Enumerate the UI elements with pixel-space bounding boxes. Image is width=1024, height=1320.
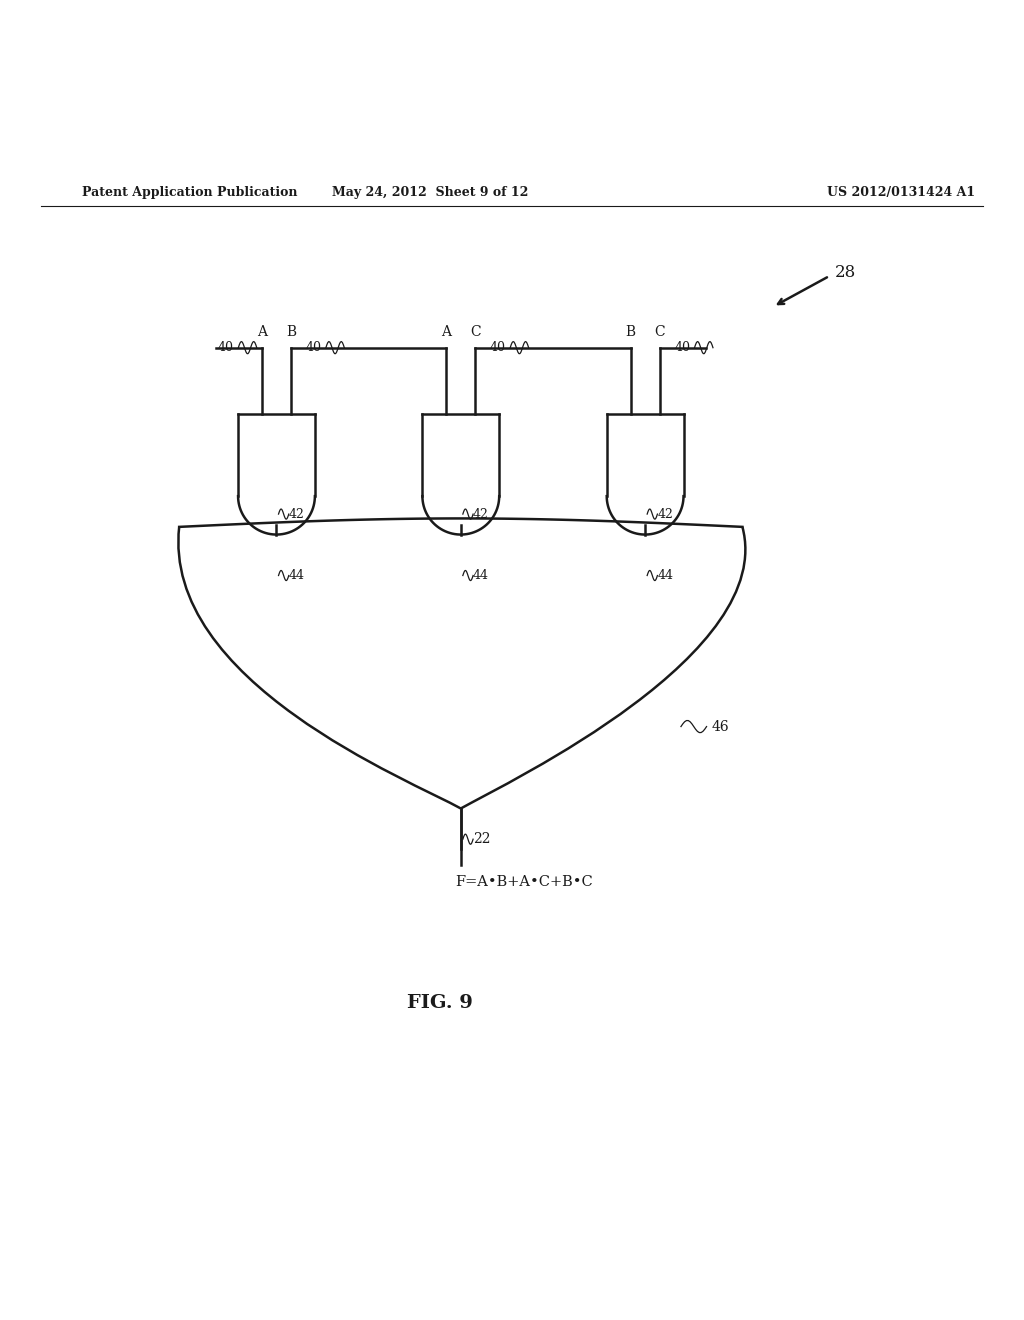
Text: A: A [257,326,267,339]
Text: B: B [286,326,296,339]
Text: 42: 42 [657,508,674,520]
Text: B: B [626,326,636,339]
Text: A: A [441,326,452,339]
Text: 40: 40 [305,341,322,354]
Text: 44: 44 [473,569,489,582]
Text: 46: 46 [712,719,729,734]
Text: 44: 44 [657,569,674,582]
Text: 40: 40 [674,341,690,354]
Text: 44: 44 [289,569,305,582]
Text: May 24, 2012  Sheet 9 of 12: May 24, 2012 Sheet 9 of 12 [332,186,528,198]
Text: 42: 42 [289,508,305,520]
Text: F=A•B+A•C+B•C: F=A•B+A•C+B•C [456,875,594,890]
Text: FIG. 9: FIG. 9 [408,994,473,1012]
Text: Patent Application Publication: Patent Application Publication [82,186,297,198]
Text: 28: 28 [835,264,856,281]
Text: 42: 42 [473,508,489,520]
Text: 40: 40 [489,341,506,354]
Text: C: C [654,326,665,339]
Text: C: C [470,326,480,339]
Text: 40: 40 [218,341,234,354]
Text: 22: 22 [473,832,490,846]
Text: US 2012/0131424 A1: US 2012/0131424 A1 [827,186,975,198]
